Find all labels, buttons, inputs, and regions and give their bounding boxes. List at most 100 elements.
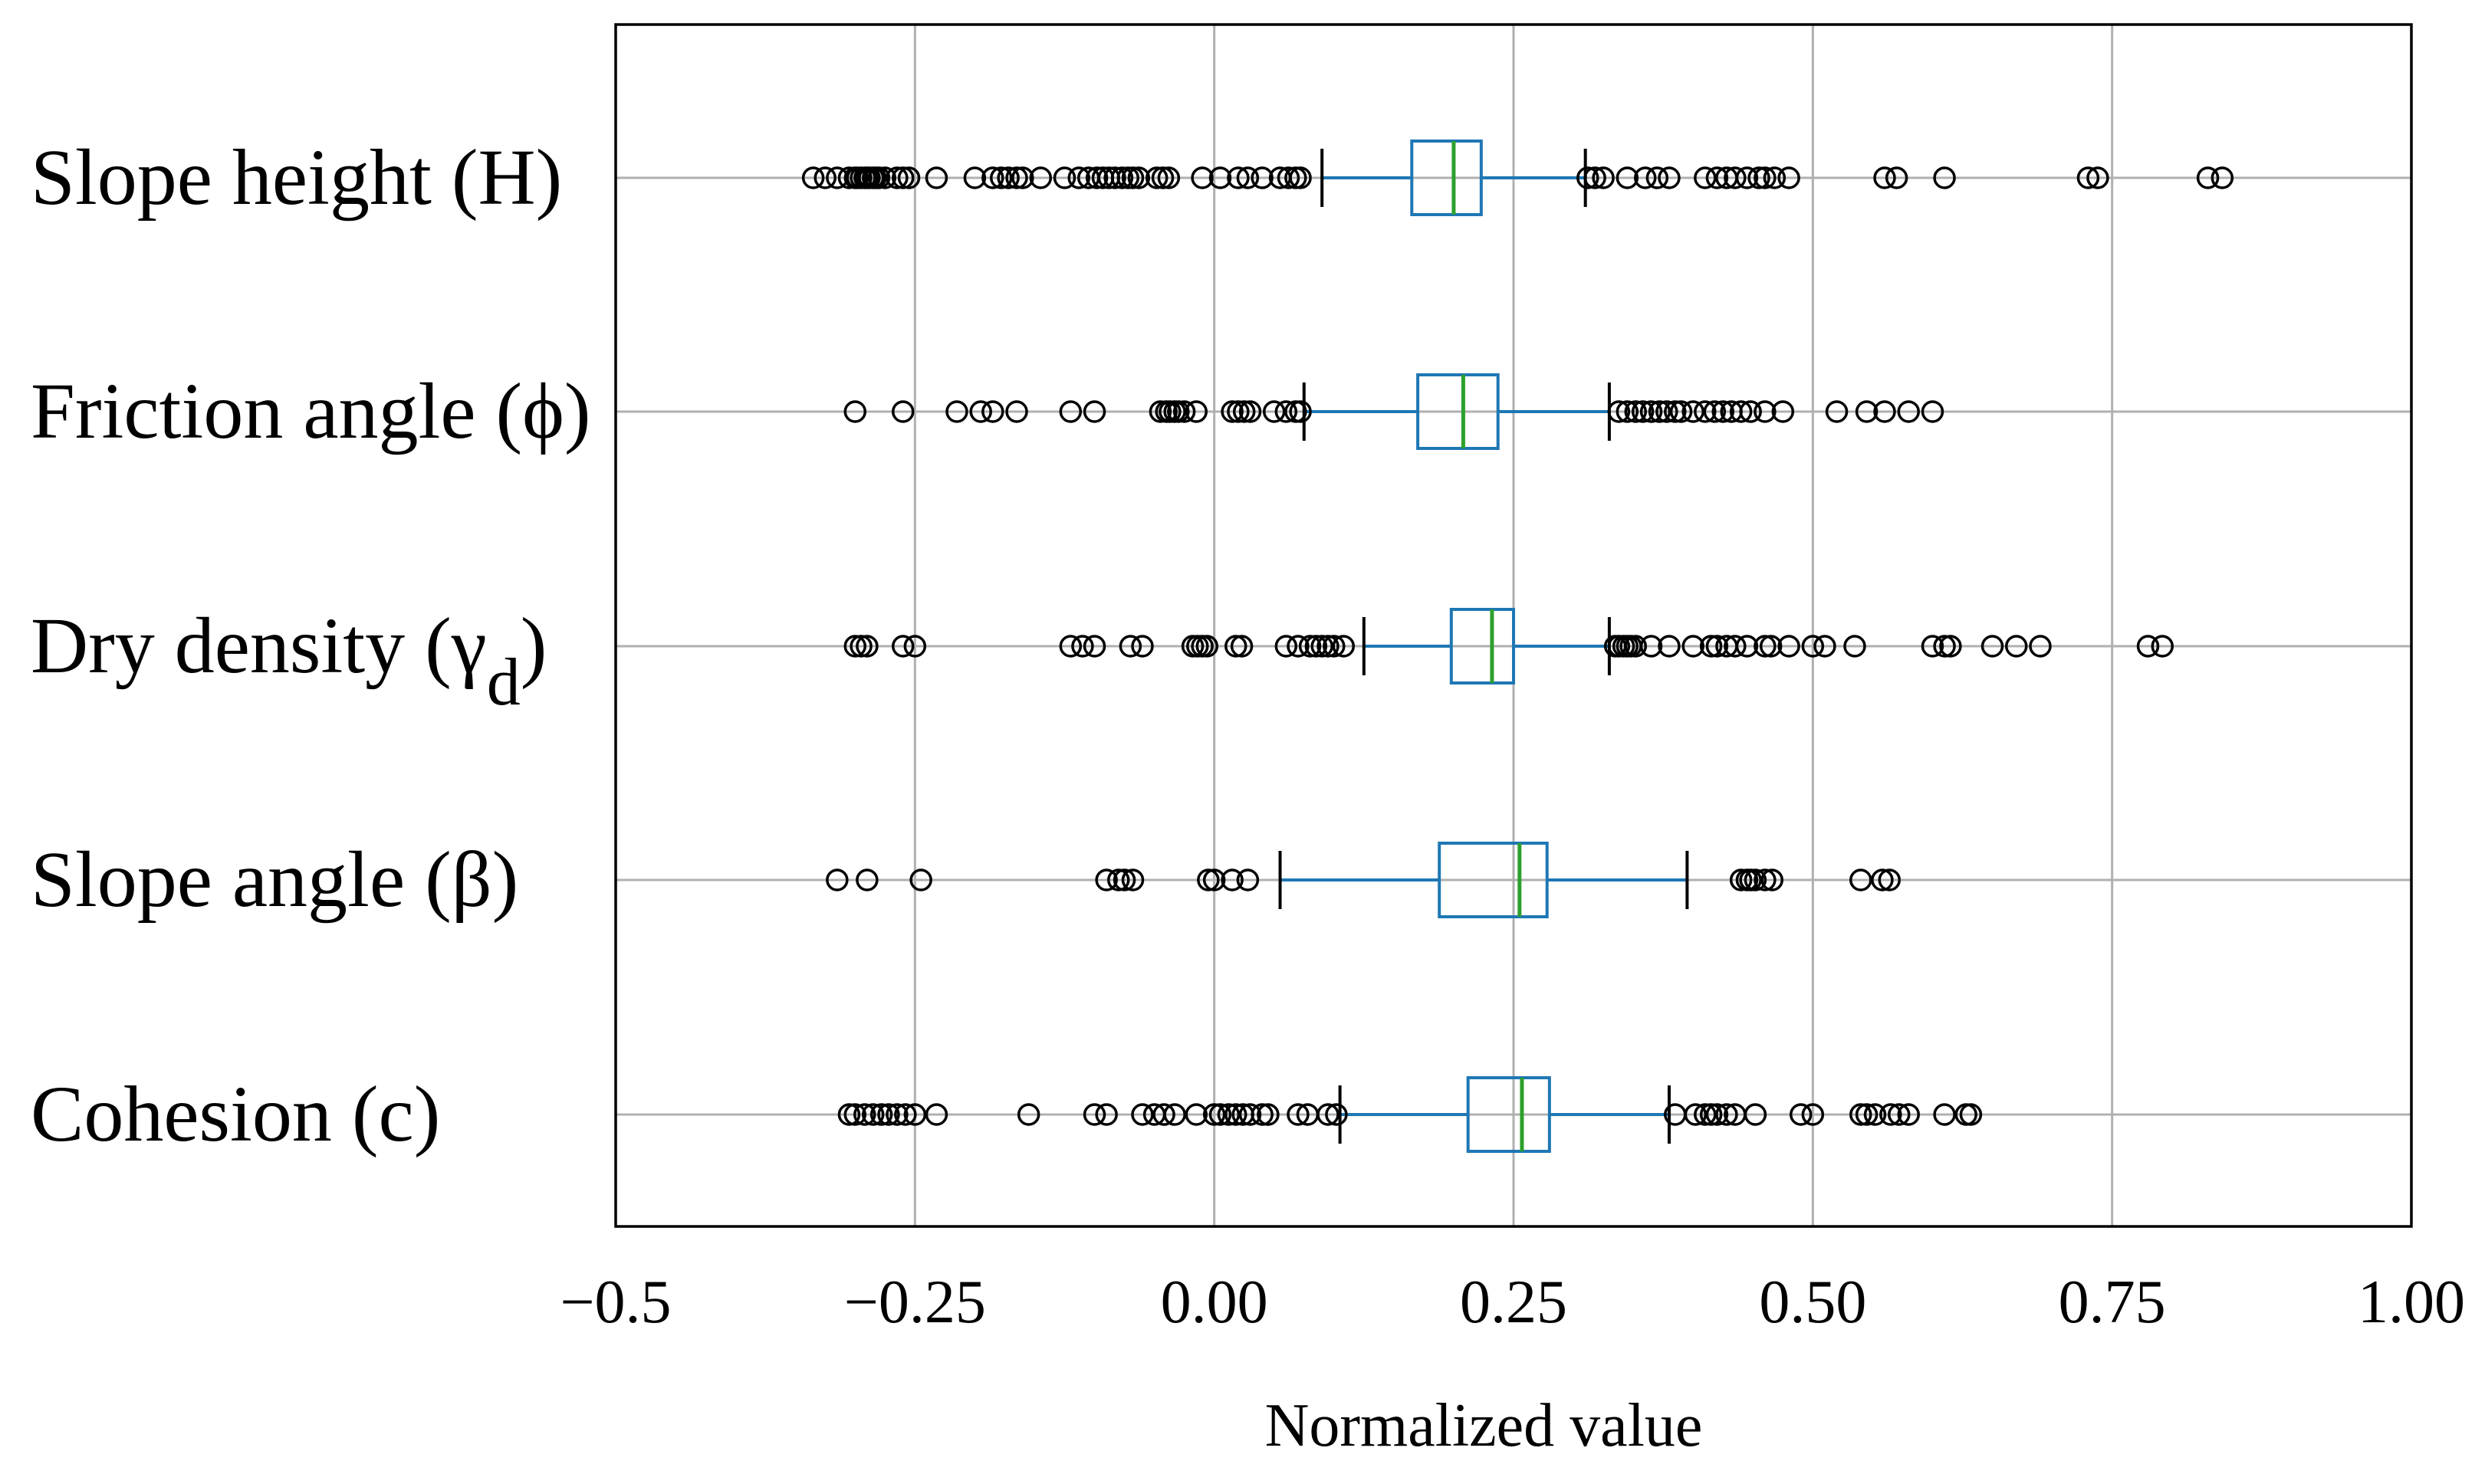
flier-point — [1151, 166, 1175, 189]
flier-point — [1878, 868, 1902, 891]
flier-point — [1739, 400, 1762, 423]
flier-point — [1897, 1103, 1920, 1126]
flier-point — [1669, 400, 1693, 423]
plot-frame — [614, 23, 2413, 1228]
flier-point — [1083, 400, 1106, 423]
category-label: Slope height (H) — [31, 133, 562, 222]
flier-point — [1639, 400, 1663, 423]
flier-point — [1238, 1103, 1262, 1126]
flier-point — [1705, 1103, 1729, 1126]
flier-point — [856, 868, 879, 891]
flier-point — [1257, 1103, 1280, 1126]
flier-point — [861, 1103, 885, 1126]
flier-point — [1681, 635, 1704, 658]
flier-point — [1224, 1103, 1247, 1126]
flier-point — [1238, 400, 1262, 423]
x-tick-label: 0.50 — [1759, 1269, 1866, 1336]
flier-point — [1694, 1103, 1717, 1126]
flier-point — [1316, 635, 1339, 658]
flier-point — [2196, 166, 2220, 189]
flier-point — [1658, 166, 1681, 189]
flier-point — [853, 1103, 876, 1126]
flier-point — [1221, 868, 1244, 891]
flier-point — [869, 1103, 893, 1126]
flier-point — [1103, 166, 1126, 189]
flier-point — [1777, 166, 1800, 189]
flier-point — [1191, 166, 1214, 189]
flier-point — [1959, 1103, 1983, 1126]
flier-point — [1616, 400, 1639, 423]
iqr-box — [1449, 608, 1515, 685]
flier-point — [1744, 868, 1767, 891]
x-tick-label: −0.5 — [560, 1269, 671, 1336]
flier-point — [1202, 1103, 1226, 1126]
flier-point — [1236, 166, 1260, 189]
flier-point — [826, 868, 849, 891]
flier-point — [1172, 400, 1196, 423]
flier-point — [1107, 868, 1130, 891]
flier-point — [1724, 635, 1747, 658]
flier-point — [1095, 1103, 1118, 1126]
flier-point — [1071, 635, 1094, 658]
flier-point — [1933, 635, 1956, 658]
flier-point — [1871, 868, 1894, 891]
flier-point — [1729, 400, 1753, 423]
flier-point — [1110, 166, 1134, 189]
flier-point — [1885, 166, 1908, 189]
flier-point — [1747, 166, 1770, 189]
flier-point — [1005, 166, 1028, 189]
flier-point — [963, 166, 987, 189]
flier-point — [891, 400, 915, 423]
flier-point — [814, 166, 837, 189]
flier-point — [1304, 635, 1328, 658]
flier-point — [801, 166, 825, 189]
flier-point — [1744, 1103, 1767, 1126]
flier-point — [1754, 166, 1777, 189]
flier-point — [1754, 635, 1777, 658]
iqr-box — [1410, 140, 1483, 216]
flier-point — [2136, 635, 2160, 658]
flier-point — [1287, 635, 1310, 658]
flier-point — [1145, 166, 1169, 189]
flier-point — [1711, 400, 1734, 423]
flier-point — [903, 635, 927, 658]
box-series — [801, 140, 2234, 216]
flier-point — [1887, 1103, 1911, 1126]
flier-point — [873, 166, 897, 189]
flier-point — [1705, 635, 1729, 658]
flier-point — [2076, 166, 2100, 189]
flier-point — [2086, 166, 2109, 189]
category-label: Friction angle (ϕ) — [31, 367, 591, 455]
flier-point — [2029, 635, 2052, 658]
x-axis-ticks: −0.5 −0.25 0.00 0.25 0.50 0.75 1.00 — [560, 1269, 2465, 1336]
category-label: Slope angle (β) — [31, 836, 518, 924]
flier-point — [1624, 400, 1648, 423]
flier-point — [969, 400, 992, 423]
x-tick-label: −0.25 — [844, 1269, 986, 1336]
flier-point — [1933, 1103, 1956, 1126]
flier-point — [1771, 400, 1795, 423]
flier-point — [843, 400, 867, 423]
flier-point — [1298, 635, 1322, 658]
flier-point — [1236, 868, 1260, 891]
x-tick-label: 0.25 — [1460, 1269, 1567, 1336]
flier-point — [1694, 166, 1717, 189]
box-series — [843, 373, 1944, 450]
flier-point — [1121, 868, 1145, 891]
flier-point — [1624, 635, 1648, 658]
flier-point — [1855, 1103, 1879, 1126]
series-layer — [801, 140, 2234, 1153]
flier-point — [1185, 400, 1208, 423]
flier-point — [1316, 1103, 1339, 1126]
x-tick-label: 1.00 — [2358, 1269, 2465, 1336]
flier-point — [1185, 1103, 1208, 1126]
flier-point — [837, 1103, 861, 1126]
flier-point — [981, 400, 1004, 423]
flier-point — [1863, 1103, 1887, 1126]
flier-point — [1227, 400, 1250, 423]
flier-point — [1777, 635, 1800, 658]
flier-point — [1197, 868, 1220, 891]
flier-point — [1095, 868, 1118, 891]
x-tick-label: 0.75 — [2059, 1269, 2166, 1336]
